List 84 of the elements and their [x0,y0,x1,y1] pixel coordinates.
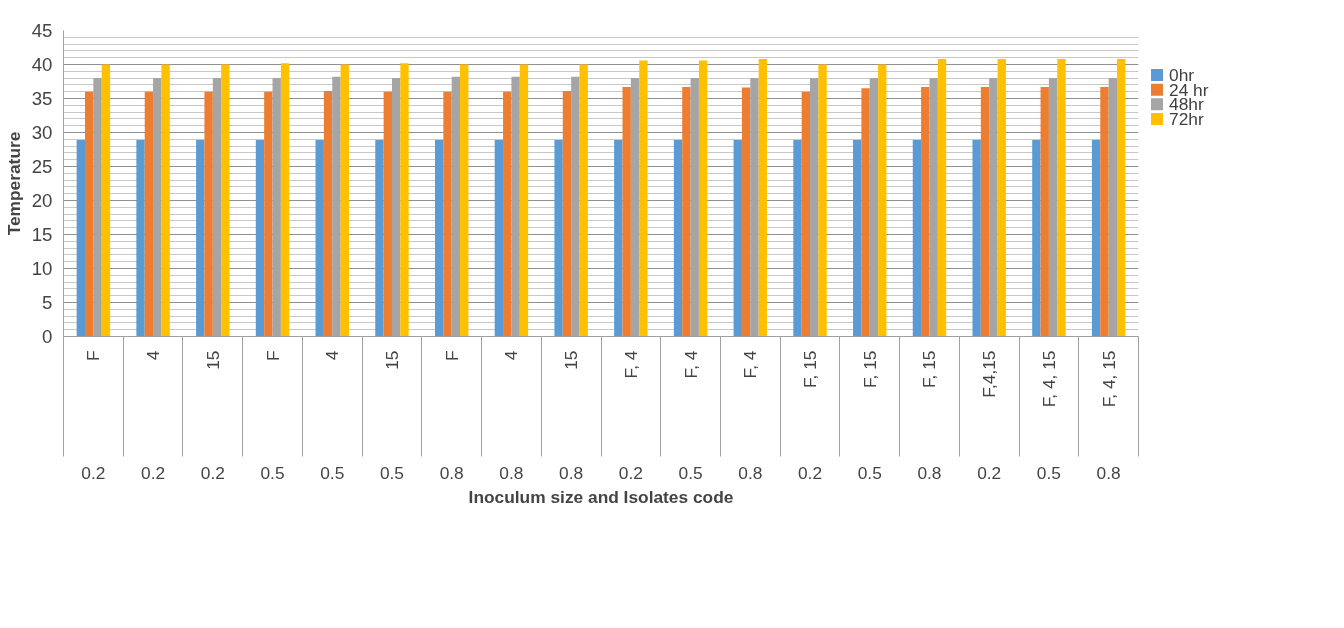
bar [622,86,631,337]
bar [1057,59,1066,337]
y-tick-label: 10 [31,258,53,279]
category-label: F, 4 0.8 [738,350,763,483]
bar [375,139,384,337]
bar [196,139,205,337]
bar [400,63,409,337]
bar [221,64,230,337]
bar [562,91,572,337]
bar [101,64,111,337]
bar [315,139,324,337]
y-tick-label: 0 [42,326,53,347]
y-tick-label: 40 [31,54,53,75]
bar [1091,139,1101,337]
category-label: 15 0.8 [559,350,584,483]
bar [793,139,802,337]
bar [878,64,887,337]
bar [921,86,930,337]
bar [818,64,827,337]
category-label: 4 0.8 [499,350,524,483]
bar [443,91,452,337]
bar [912,139,922,337]
y-tick-label: 30 [31,122,53,143]
category-label: F 0.8 [439,350,464,483]
y-tick-label: 45 [31,20,53,41]
bar [1040,86,1049,337]
bar [1032,139,1041,337]
bar [1100,86,1109,337]
y-axis-title: Temperature [3,131,24,236]
bar [997,59,1006,337]
bar [758,59,768,337]
bar [136,139,145,337]
text: Inoculum size and Isolates code [468,486,734,507]
category-label: F, 4, 15 0.5 [1036,350,1061,483]
category-label: 4 0.2 [141,350,166,483]
y-tick-label: 20 [31,190,53,211]
category-label: 15 0.5 [379,350,405,483]
y-tick-label: 25 [31,156,53,177]
bar [264,91,273,337]
bar [85,91,94,337]
bar [698,60,708,337]
bar [460,64,469,337]
bar [255,139,265,337]
bar [673,139,683,337]
bar [1117,59,1126,337]
bar [340,64,349,337]
bar [323,91,333,337]
bar [682,86,691,337]
category-label: F, 4 0.5 [678,350,703,483]
bar [519,64,529,337]
bar [161,64,170,337]
category-label: F, 15 0.5 [857,350,882,483]
bar [937,59,947,337]
bar [144,91,154,337]
bar [579,64,588,337]
category-label: F, 4 0.2 [618,350,643,483]
y-tick-label: 15 [31,224,53,245]
bar [280,63,290,337]
y-tick-label: 35 [31,88,53,109]
category-label: F 0.5 [260,350,285,483]
category-label: F, 4, 15 0.8 [1096,350,1121,483]
bar [861,88,870,337]
bar [853,139,862,337]
category-label: F, 15 0.8 [917,350,942,483]
category-label: 4 0.5 [320,350,345,483]
bar [434,139,444,337]
category-label: F,4,15 0.2 [977,350,1002,483]
category-label: F 0.2 [81,350,106,483]
y-tick-label: 5 [42,292,53,313]
category-label: 15 0.2 [200,350,225,483]
bar [980,86,990,337]
bar [733,139,742,337]
bar [494,139,504,337]
category-label: F, 15 0.2 [797,350,823,483]
bar [554,139,563,337]
bar [801,91,811,337]
bar [972,139,981,337]
bar [741,87,751,337]
bar [204,91,213,337]
bar [383,91,392,337]
bar [614,139,623,337]
bar [503,91,512,337]
bar [639,60,648,337]
bar [76,139,85,337]
